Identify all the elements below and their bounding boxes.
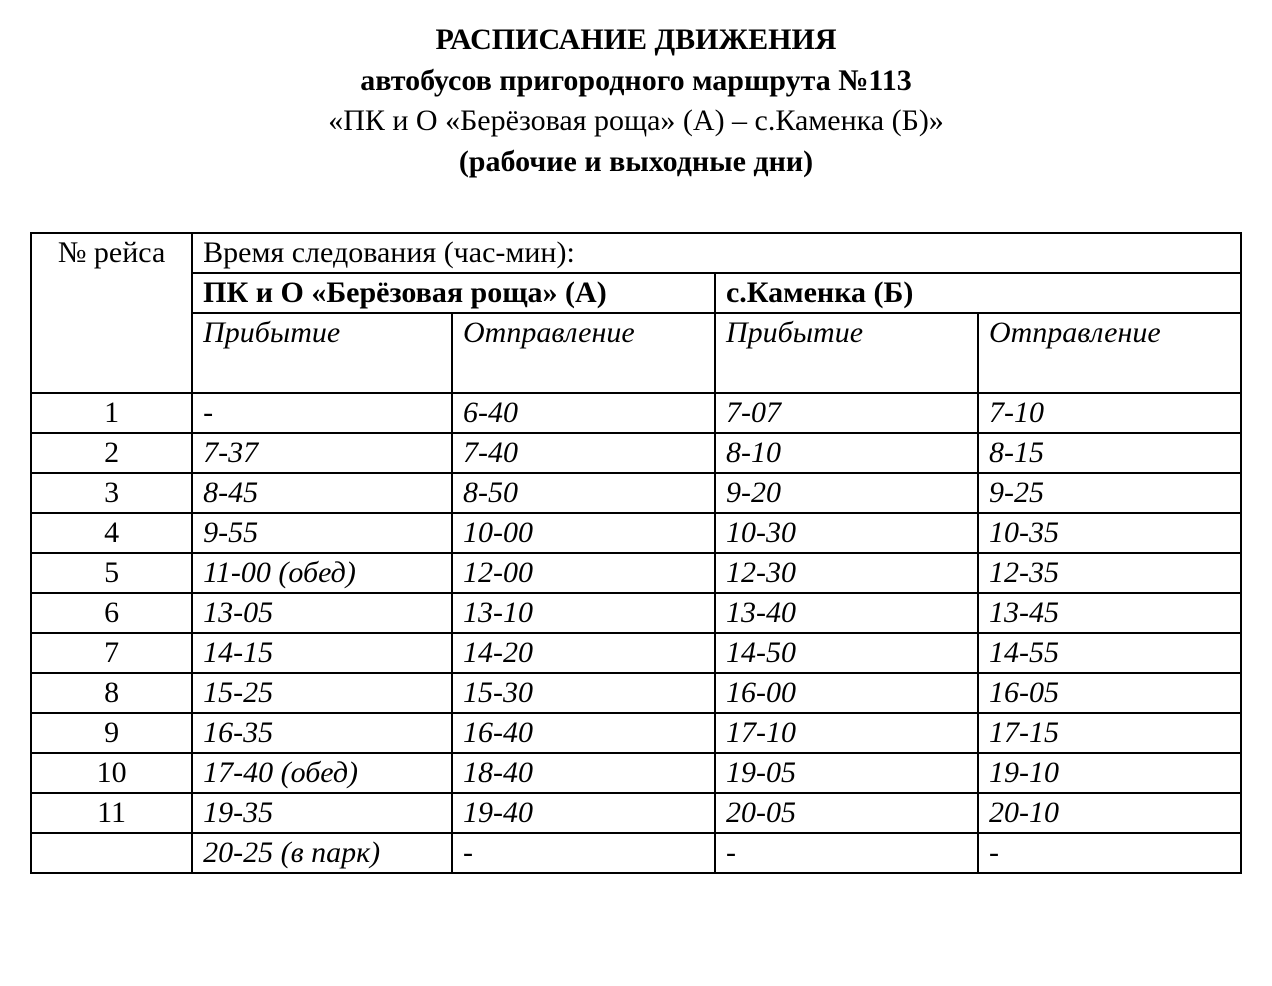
table-row: 27-377-408-108-15 bbox=[31, 433, 1241, 473]
cell-trip-number: 11 bbox=[31, 793, 192, 833]
cell-trip-number: 8 bbox=[31, 673, 192, 713]
cell-a-arrival: 14-15 bbox=[192, 633, 452, 673]
cell-b-arrival: 13-40 bbox=[715, 593, 978, 633]
cell-b-departure: 14-55 bbox=[978, 633, 1241, 673]
header-line-4: (рабочие и выходные дни) bbox=[30, 142, 1242, 183]
schedule-header: РАСПИСАНИЕ ДВИЖЕНИЯ автобусов пригородно… bbox=[30, 20, 1242, 182]
table-row: 1017-40 (обед)18-4019-0519-10 bbox=[31, 753, 1241, 793]
cell-a-departure: 16-40 bbox=[452, 713, 715, 753]
table-row: 38-458-509-209-25 bbox=[31, 473, 1241, 513]
cell-b-departure: 16-05 bbox=[978, 673, 1241, 713]
cell-trip-number: 3 bbox=[31, 473, 192, 513]
cell-a-arrival: 20-25 (в парк) bbox=[192, 833, 452, 873]
table-row: 916-3516-4017-1017-15 bbox=[31, 713, 1241, 753]
table-row: 714-1514-2014-5014-55 bbox=[31, 633, 1241, 673]
table-row: 1-6-407-077-10 bbox=[31, 393, 1241, 433]
cell-a-arrival: 11-00 (обед) bbox=[192, 553, 452, 593]
cell-a-arrival: - bbox=[192, 393, 452, 433]
cell-b-arrival: 19-05 bbox=[715, 753, 978, 793]
header-row-3: Прибытие Отправление Прибытие Отправлени… bbox=[31, 313, 1241, 393]
cell-b-arrival: 17-10 bbox=[715, 713, 978, 753]
cell-a-departure: 12-00 bbox=[452, 553, 715, 593]
header-line-3: «ПК и О «Берёзовая роща» (А) – с.Каменка… bbox=[30, 101, 1242, 142]
cell-a-departure: 8-50 bbox=[452, 473, 715, 513]
cell-a-departure: 13-10 bbox=[452, 593, 715, 633]
cell-b-arrival: 20-05 bbox=[715, 793, 978, 833]
col-b-arrival: Прибытие bbox=[715, 313, 978, 393]
col-stop-a: ПК и О «Берёзовая роща» (А) bbox=[192, 273, 715, 313]
schedule-body: 1-6-407-077-1027-377-408-108-1538-458-50… bbox=[31, 393, 1241, 873]
cell-b-departure: 10-35 bbox=[978, 513, 1241, 553]
cell-b-arrival: 12-30 bbox=[715, 553, 978, 593]
cell-b-departure: 12-35 bbox=[978, 553, 1241, 593]
table-row: 1119-3519-4020-0520-10 bbox=[31, 793, 1241, 833]
cell-b-departure: 9-25 bbox=[978, 473, 1241, 513]
cell-trip-number: 4 bbox=[31, 513, 192, 553]
cell-b-departure: 20-10 bbox=[978, 793, 1241, 833]
header-row-1: № рейса Время следования (час-мин): bbox=[31, 233, 1241, 273]
cell-trip-number bbox=[31, 833, 192, 873]
schedule-table: № рейса Время следования (час-мин): ПК и… bbox=[30, 232, 1242, 874]
cell-trip-number: 2 bbox=[31, 433, 192, 473]
cell-a-departure: 7-40 bbox=[452, 433, 715, 473]
cell-trip-number: 5 bbox=[31, 553, 192, 593]
cell-trip-number: 6 bbox=[31, 593, 192, 633]
cell-a-departure: 18-40 bbox=[452, 753, 715, 793]
header-line-1: РАСПИСАНИЕ ДВИЖЕНИЯ bbox=[30, 20, 1242, 61]
cell-b-arrival: 14-50 bbox=[715, 633, 978, 673]
cell-a-arrival: 9-55 bbox=[192, 513, 452, 553]
cell-b-departure: 8-15 bbox=[978, 433, 1241, 473]
cell-trip-number: 7 bbox=[31, 633, 192, 673]
cell-trip-number: 10 bbox=[31, 753, 192, 793]
cell-a-arrival: 8-45 bbox=[192, 473, 452, 513]
col-trip-number: № рейса bbox=[31, 233, 192, 393]
cell-b-arrival: 8-10 bbox=[715, 433, 978, 473]
table-row: 20-25 (в парк)--- bbox=[31, 833, 1241, 873]
cell-a-departure: 10-00 bbox=[452, 513, 715, 553]
cell-a-departure: 14-20 bbox=[452, 633, 715, 673]
table-row: 511-00 (обед)12-0012-3012-35 bbox=[31, 553, 1241, 593]
cell-b-departure: 13-45 bbox=[978, 593, 1241, 633]
table-row: 613-0513-1013-4013-45 bbox=[31, 593, 1241, 633]
table-row: 815-2515-3016-0016-05 bbox=[31, 673, 1241, 713]
cell-trip-number: 1 bbox=[31, 393, 192, 433]
table-row: 49-5510-0010-3010-35 bbox=[31, 513, 1241, 553]
cell-a-arrival: 7-37 bbox=[192, 433, 452, 473]
cell-b-arrival: 7-07 bbox=[715, 393, 978, 433]
col-stop-b: с.Каменка (Б) bbox=[715, 273, 1241, 313]
col-a-arrival: Прибытие bbox=[192, 313, 452, 393]
cell-b-arrival: 10-30 bbox=[715, 513, 978, 553]
cell-b-departure: 17-15 bbox=[978, 713, 1241, 753]
col-time-following: Время следования (час-мин): bbox=[192, 233, 1241, 273]
cell-a-departure: 15-30 bbox=[452, 673, 715, 713]
cell-b-arrival: - bbox=[715, 833, 978, 873]
cell-b-arrival: 9-20 bbox=[715, 473, 978, 513]
cell-b-arrival: 16-00 bbox=[715, 673, 978, 713]
col-b-departure: Отправление bbox=[978, 313, 1241, 393]
cell-a-arrival: 13-05 bbox=[192, 593, 452, 633]
cell-b-departure: 7-10 bbox=[978, 393, 1241, 433]
cell-a-arrival: 15-25 bbox=[192, 673, 452, 713]
cell-a-arrival: 19-35 bbox=[192, 793, 452, 833]
header-line-2: автобусов пригородного маршрута №113 bbox=[30, 61, 1242, 102]
cell-a-arrival: 16-35 bbox=[192, 713, 452, 753]
cell-b-departure: - bbox=[978, 833, 1241, 873]
cell-b-departure: 19-10 bbox=[978, 753, 1241, 793]
cell-a-arrival: 17-40 (обед) bbox=[192, 753, 452, 793]
cell-a-departure: - bbox=[452, 833, 715, 873]
header-row-2: ПК и О «Берёзовая роща» (А) с.Каменка (Б… bbox=[31, 273, 1241, 313]
cell-a-departure: 19-40 bbox=[452, 793, 715, 833]
cell-trip-number: 9 bbox=[31, 713, 192, 753]
col-a-departure: Отправление bbox=[452, 313, 715, 393]
cell-a-departure: 6-40 bbox=[452, 393, 715, 433]
